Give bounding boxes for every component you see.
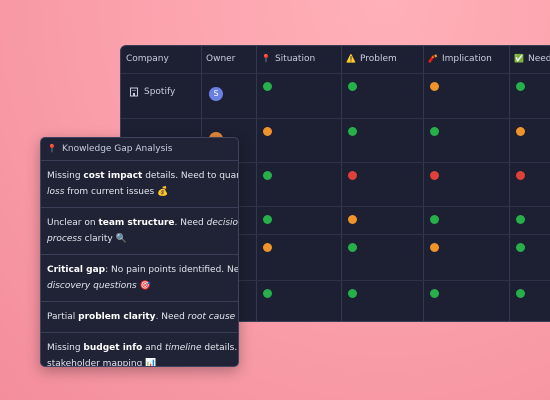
- popup-title: 📍 Knowledge Gap Analysis: [41, 138, 238, 161]
- gap-item: Critical gap: No pain points identified.…: [41, 255, 238, 302]
- status-dot: [348, 171, 357, 180]
- item-line: process clarity 🔍: [47, 231, 232, 247]
- status-dot: [430, 215, 439, 224]
- status-dot: [348, 243, 357, 252]
- item-line: stakeholder mapping 📊: [47, 356, 232, 367]
- header-label: Need: [527, 54, 550, 64]
- row-divider: [121, 118, 550, 119]
- header-icon: ⚠️: [346, 54, 356, 63]
- text-segment: Missing: [47, 171, 84, 181]
- popup-title-text: Knowledge Gap Analysis: [61, 144, 173, 154]
- text-segment: from current issues 💰: [64, 187, 169, 197]
- text-segment: stakeholder mapping 📊: [47, 359, 157, 367]
- column-header: 🧨 Implication: [428, 54, 492, 64]
- popup-icon: 📍: [47, 144, 57, 153]
- text-segment: cost impact: [83, 171, 143, 181]
- text-segment: . Need: [174, 218, 207, 228]
- header-icon: 🧨: [428, 54, 438, 63]
- column-divider: [509, 46, 510, 321]
- text-segment: problem clarity: [78, 312, 156, 322]
- knowledge-gap-popup: 📍 Knowledge Gap Analysis Missing cost impa…: [40, 137, 239, 367]
- text-segment: decision-making: [206, 218, 239, 228]
- status-dot: [263, 243, 272, 252]
- item-line: Partial problem clarity. Need root cause…: [47, 309, 238, 325]
- status-dot: [263, 127, 272, 136]
- item-line: Unclear on team structure. Need decision…: [47, 215, 238, 231]
- text-segment: discovery questions: [47, 281, 137, 291]
- text-segment: process: [47, 234, 82, 244]
- column-header: Company: [126, 54, 169, 64]
- status-dot: [430, 127, 439, 136]
- status-dot: [430, 289, 439, 298]
- company-cell[interactable]: Spotify: [129, 87, 175, 97]
- text-segment: 🎯: [136, 281, 151, 291]
- header-icon: 📍: [261, 54, 271, 63]
- gap-item: Unclear on team structure. Need decision…: [41, 208, 238, 255]
- header-label: Owner: [206, 54, 236, 64]
- text-segment: root cause analysis: [187, 312, 238, 322]
- owner-initial: S: [213, 89, 219, 98]
- text-segment: : No pain points identified. Need: [105, 265, 239, 275]
- header-label: Problem: [359, 54, 397, 64]
- status-dot: [430, 171, 439, 180]
- status-dot: [516, 289, 525, 298]
- row-divider: [121, 162, 550, 163]
- item-line: Missing cost impact details. Need to qua…: [47, 168, 238, 184]
- row-divider: [121, 234, 550, 235]
- text-segment: loss: [47, 187, 65, 197]
- column-divider: [256, 46, 257, 321]
- column-header: 📍 Situation: [261, 54, 315, 64]
- item-line: Missing budget info and timeline details…: [47, 340, 238, 356]
- text-segment: clarity 🔍: [81, 234, 127, 244]
- status-dot: [516, 82, 525, 91]
- column-header: ⚠️ Problem: [346, 54, 397, 64]
- header-label: Implication: [441, 54, 492, 64]
- status-dot: [516, 127, 525, 136]
- status-dot: [348, 289, 357, 298]
- column-divider: [341, 46, 342, 321]
- status-dot: [263, 171, 272, 180]
- building-icon: [130, 87, 138, 97]
- status-dot: [348, 82, 357, 91]
- status-dot: [516, 171, 525, 180]
- row-divider: [121, 280, 550, 281]
- status-dot: [516, 215, 525, 224]
- header-label: Company: [126, 54, 169, 64]
- gap-item: Missing budget info and timeline details…: [41, 333, 238, 367]
- gap-item: Partial problem clarity. Need root cause…: [41, 302, 238, 333]
- gap-item: Missing cost impact details. Need to qua…: [41, 161, 238, 208]
- text-segment: Missing: [47, 343, 84, 353]
- owner-avatar: S: [209, 87, 223, 101]
- text-segment: budget info: [83, 343, 143, 353]
- status-dot: [430, 82, 439, 91]
- text-segment: timeline: [164, 343, 202, 353]
- item-line: Critical gap: No pain points identified.…: [47, 262, 238, 278]
- column-divider: [423, 46, 424, 321]
- row-divider: [121, 73, 550, 74]
- text-segment: Unclear on: [47, 218, 99, 228]
- status-dot: [430, 243, 439, 252]
- company-name: Spotify: [144, 87, 176, 97]
- text-segment: team structure: [98, 218, 175, 228]
- text-segment: details. Need to quantify: [145, 171, 238, 181]
- text-segment: Critical gap: [47, 265, 106, 275]
- row-divider: [121, 206, 550, 207]
- status-dot: [348, 215, 357, 224]
- column-header: ✅ Need: [514, 54, 550, 64]
- item-line: discovery questions 🎯: [47, 278, 232, 294]
- text-segment: . Need: [155, 312, 188, 322]
- text-segment: Partial: [47, 312, 79, 322]
- header-icon: ✅: [514, 54, 524, 63]
- text-segment: and: [142, 343, 165, 353]
- status-dot: [263, 82, 272, 91]
- status-dot: [263, 215, 272, 224]
- text-segment: details. Need: [204, 343, 238, 353]
- status-dot: [516, 243, 525, 252]
- header-label: Situation: [274, 54, 316, 64]
- column-header: Owner: [206, 54, 235, 64]
- status-dot: [263, 289, 272, 298]
- item-line: loss from current issues 💰: [47, 184, 232, 200]
- status-dot: [348, 127, 357, 136]
